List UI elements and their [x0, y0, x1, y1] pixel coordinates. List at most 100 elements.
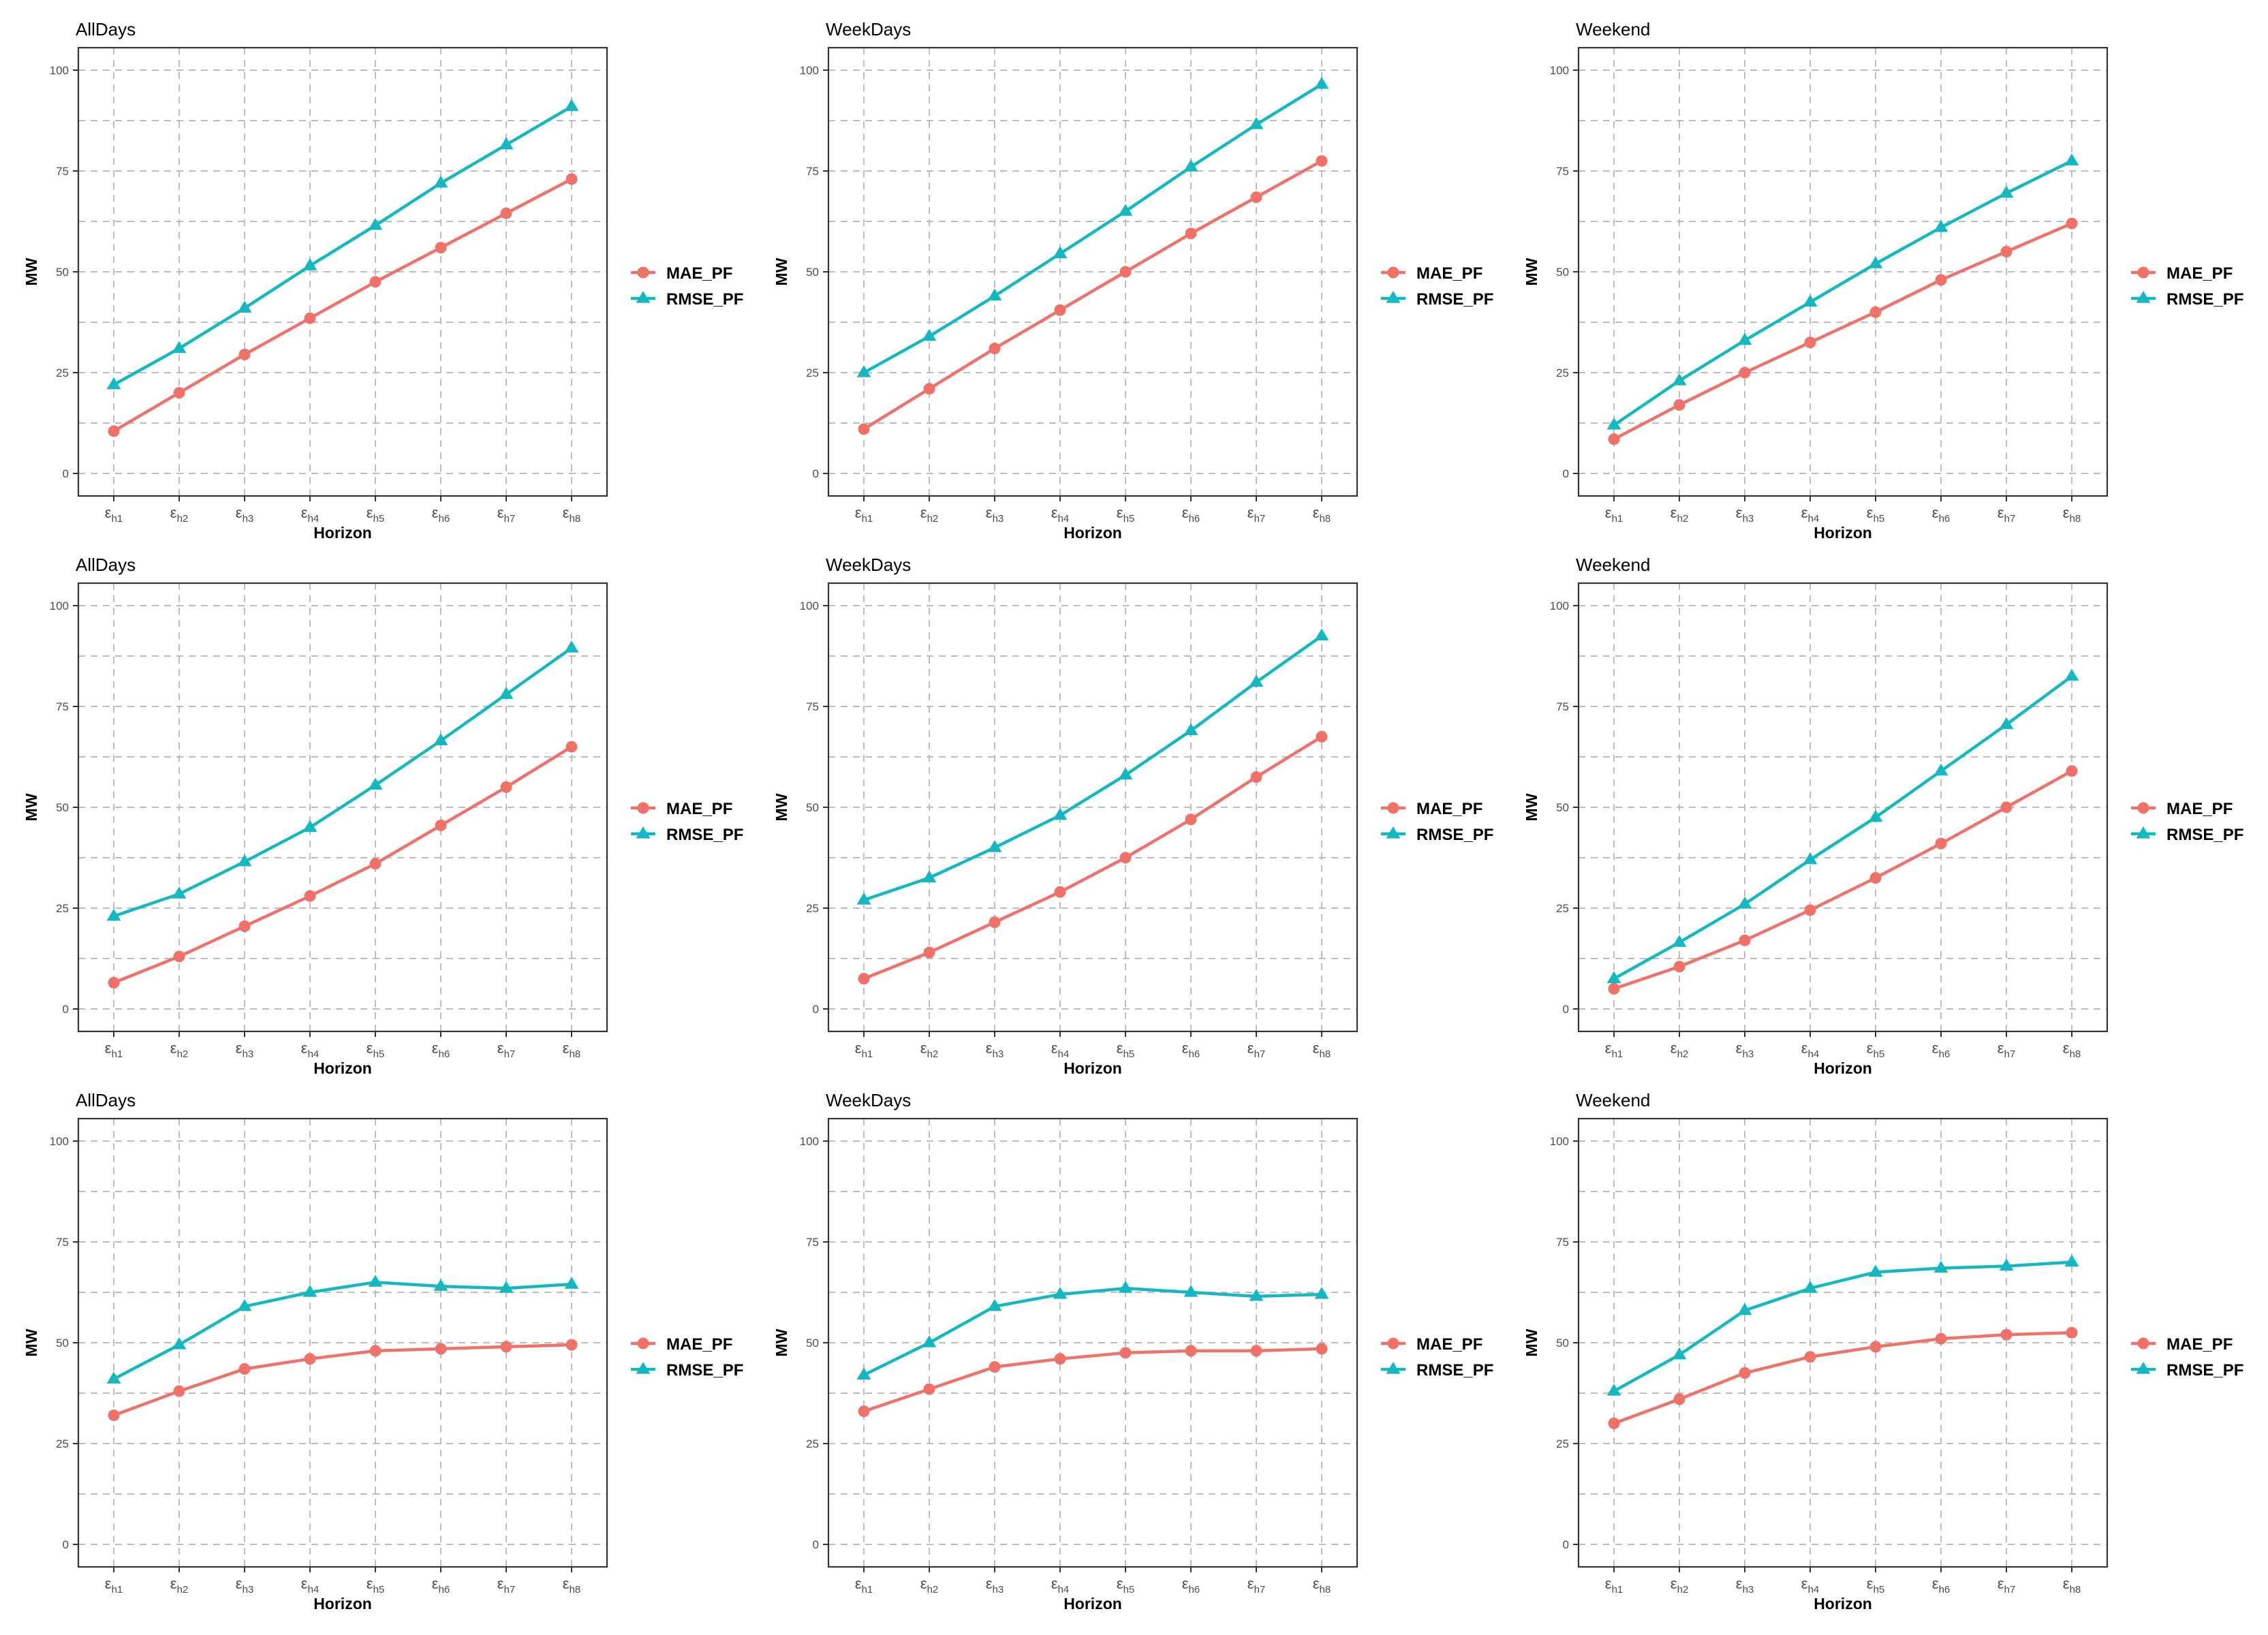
data-point — [858, 1405, 870, 1418]
legend-label: RMSE_PF — [1416, 826, 1493, 844]
data-point — [2064, 1254, 2079, 1267]
data-point — [1249, 116, 1264, 129]
data-point — [1869, 872, 1882, 884]
gridlines — [78, 583, 607, 1031]
y-tick-label: 100 — [800, 600, 819, 612]
x-axis-title: Horizon — [1063, 1059, 1122, 1077]
x-tick-label: εh1 — [1605, 1575, 1624, 1595]
legend-marker — [1386, 291, 1401, 303]
x-tick-label: εh1 — [105, 1040, 123, 1060]
data-point — [1933, 219, 1948, 232]
data-point — [1314, 76, 1329, 89]
x-tick-label: εh1 — [855, 504, 873, 525]
chart-panel-5: WeekDays 0 25 50 75 100 εh1 εh2 εh3 εh4 εh5 εh6 εh7 ε… — [773, 555, 1493, 1077]
data-point — [1316, 730, 1328, 743]
data-point — [302, 820, 317, 832]
series-line — [863, 634, 1323, 902]
data-point — [1803, 852, 1818, 865]
data-point — [1935, 1333, 1947, 1345]
data-point — [1804, 337, 1816, 349]
data-point — [369, 276, 382, 288]
data-point — [1868, 1264, 1883, 1277]
data-point — [1608, 433, 1620, 446]
x-tick-label: εh7 — [1247, 1575, 1266, 1595]
x-tick-label: εh6 — [1182, 504, 1200, 525]
y-tick-label: 50 — [1556, 1337, 1569, 1350]
x-tick-label: εh8 — [1313, 504, 1331, 525]
x-tick-label: εh5 — [1867, 504, 1885, 525]
data-point — [1608, 982, 1620, 995]
data-point — [2066, 765, 2078, 777]
gridlines — [828, 1119, 1357, 1567]
legend-marker — [637, 266, 649, 279]
series-line — [863, 82, 1323, 374]
y-tick-label: 25 — [56, 902, 69, 915]
series-rmse-pf — [856, 76, 1329, 377]
data-point — [2064, 153, 2079, 166]
legend-marker — [2137, 1337, 2149, 1350]
legend-label: MAE_PF — [2166, 1335, 2233, 1354]
data-point — [1737, 897, 1752, 909]
legend-item: RMSE_PF — [1381, 826, 1493, 844]
y-tick-label: 25 — [56, 1437, 69, 1450]
x-axis-title: Horizon — [313, 1595, 372, 1613]
data-point — [172, 886, 187, 899]
data-point — [368, 1275, 383, 1287]
legend-label: RMSE_PF — [2166, 290, 2243, 309]
data-point — [172, 1337, 187, 1350]
data-point — [1673, 399, 1686, 411]
x-tick-label: εh4 — [1801, 504, 1820, 525]
x-tick-label: εh7 — [497, 504, 516, 525]
data-point — [1119, 266, 1132, 278]
legend-item: RMSE_PF — [631, 826, 743, 844]
data-point — [923, 1383, 935, 1395]
x-tick-label: εh1 — [105, 504, 123, 525]
x-tick-label: εh5 — [1117, 1040, 1135, 1060]
x-tick-label: εh1 — [1605, 504, 1624, 525]
chart-title: AllDays — [76, 555, 136, 575]
series-line — [1613, 1330, 2072, 1425]
legend-label: RMSE_PF — [2166, 1361, 2243, 1380]
series-mae-pf — [108, 173, 578, 437]
y-tick-label: 50 — [56, 266, 69, 279]
legend-label: MAE_PF — [2166, 264, 2233, 283]
legend-label: MAE_PF — [1416, 1335, 1482, 1354]
legend-label: MAE_PF — [2166, 800, 2233, 818]
data-point — [499, 1281, 514, 1293]
data-point — [987, 840, 1002, 852]
data-point — [1739, 934, 1751, 946]
data-point — [1054, 886, 1066, 898]
y-axis-title: MW — [1523, 258, 1540, 285]
series-line — [113, 647, 573, 918]
series-rmse-pf — [1606, 1254, 2079, 1396]
data-point — [172, 341, 187, 354]
legend-marker — [1387, 266, 1399, 279]
y-tick-label: 0 — [1563, 1003, 1569, 1016]
series-rmse-pf — [106, 1275, 579, 1384]
legend-item: MAE_PF — [631, 1335, 732, 1354]
data-point — [173, 950, 185, 963]
legend: MAE_PF RMSE_PF — [2131, 800, 2243, 844]
x-tick-label: εh7 — [1998, 1040, 2016, 1060]
data-point — [1999, 185, 2014, 198]
series-line — [863, 1286, 1322, 1377]
data-point — [2064, 668, 2079, 681]
data-point — [1933, 1260, 1948, 1273]
legend-item: MAE_PF — [1381, 1335, 1482, 1354]
x-tick-label: εh7 — [1247, 1040, 1266, 1060]
data-point — [564, 99, 579, 111]
legend-label: RMSE_PF — [1416, 1361, 1493, 1380]
legend-item: MAE_PF — [2131, 264, 2233, 283]
legend-item: MAE_PF — [631, 800, 732, 818]
x-tick-label: εh6 — [1932, 504, 1951, 525]
data-point — [1053, 246, 1068, 258]
x-tick-label: εh8 — [1313, 1575, 1331, 1595]
y-tick-label: 75 — [806, 700, 819, 713]
y-tick-label: 50 — [56, 1337, 69, 1350]
data-point — [1250, 1345, 1262, 1357]
data-point — [106, 1371, 121, 1384]
series-line — [112, 105, 573, 386]
y-tick-label: 100 — [50, 600, 69, 612]
series-rmse-pf — [106, 99, 579, 390]
